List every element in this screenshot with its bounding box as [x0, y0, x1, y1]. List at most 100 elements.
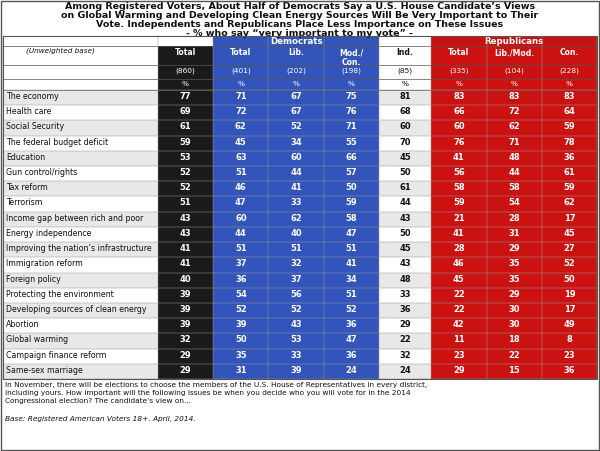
Bar	[542, 46, 597, 65]
Text: 57: 57	[346, 168, 357, 177]
Text: 51: 51	[180, 198, 191, 207]
Bar	[324, 65, 379, 79]
Bar	[379, 288, 431, 303]
Text: 52: 52	[346, 305, 357, 314]
Bar	[3, 90, 158, 105]
Bar	[213, 318, 379, 333]
Text: 61: 61	[399, 183, 411, 192]
Text: 22: 22	[508, 350, 520, 359]
Bar	[379, 79, 431, 90]
Text: 77: 77	[180, 92, 191, 101]
Bar	[3, 227, 158, 242]
Text: 76: 76	[453, 138, 464, 147]
Text: 29: 29	[508, 244, 520, 253]
Text: (860): (860)	[176, 67, 196, 74]
Bar	[324, 79, 379, 90]
Text: 62: 62	[563, 198, 575, 207]
Text: The federal budget deficit: The federal budget deficit	[6, 138, 108, 147]
Bar	[431, 212, 597, 227]
Bar	[487, 65, 542, 79]
Text: 39: 39	[290, 366, 302, 375]
Text: 52: 52	[180, 168, 191, 177]
Text: 51: 51	[235, 168, 247, 177]
Bar	[379, 349, 431, 364]
Text: 72: 72	[235, 107, 247, 116]
Text: 35: 35	[235, 350, 247, 359]
Bar	[158, 212, 213, 227]
Text: Democrats: Democrats	[270, 37, 322, 46]
Text: 50: 50	[346, 183, 357, 192]
Bar	[213, 364, 379, 379]
Text: 62: 62	[235, 122, 247, 131]
Text: 33: 33	[290, 198, 302, 207]
Text: 59: 59	[563, 122, 575, 131]
Text: 50: 50	[400, 168, 411, 177]
Text: 18: 18	[508, 336, 520, 345]
Text: 45: 45	[399, 244, 411, 253]
Text: In November, there will be elections to choose the members of the U.S. House of : In November, there will be elections to …	[5, 382, 427, 404]
Bar	[158, 105, 213, 120]
Text: 64: 64	[563, 107, 575, 116]
Text: 68: 68	[400, 107, 411, 116]
Bar	[379, 136, 431, 151]
Text: 30: 30	[508, 305, 520, 314]
Text: 49: 49	[563, 320, 575, 329]
Text: 52: 52	[290, 305, 302, 314]
Text: (198): (198)	[341, 67, 361, 74]
Text: 59: 59	[563, 183, 575, 192]
Text: 45: 45	[235, 138, 247, 147]
Text: 50: 50	[235, 336, 247, 345]
Bar	[431, 364, 597, 379]
Text: 15: 15	[508, 366, 520, 375]
Text: 32: 32	[290, 259, 302, 268]
Bar	[3, 166, 158, 181]
Bar	[3, 120, 158, 136]
Text: Developing sources of clean energy: Developing sources of clean energy	[6, 305, 146, 314]
Text: Health care: Health care	[6, 107, 52, 116]
Text: 45: 45	[453, 275, 465, 284]
Text: 66: 66	[453, 107, 465, 116]
Text: 41: 41	[453, 229, 465, 238]
Bar	[3, 333, 158, 349]
Bar	[158, 258, 213, 272]
Text: 36: 36	[563, 366, 575, 375]
Bar	[213, 288, 379, 303]
Text: 56: 56	[453, 168, 465, 177]
Text: 36: 36	[563, 153, 575, 162]
Text: 34: 34	[346, 275, 357, 284]
Text: Ind.: Ind.	[397, 48, 413, 57]
Bar	[431, 136, 597, 151]
Bar	[3, 318, 158, 333]
Text: 43: 43	[400, 214, 411, 223]
Text: 24: 24	[346, 366, 357, 375]
Bar	[487, 46, 542, 65]
Text: 53: 53	[180, 153, 191, 162]
Bar	[431, 181, 597, 197]
Bar	[3, 36, 597, 379]
Text: 43: 43	[290, 320, 302, 329]
Bar	[379, 333, 431, 349]
Text: Mod./
Con.: Mod./ Con.	[339, 48, 364, 67]
Text: 69: 69	[180, 107, 191, 116]
Bar	[379, 105, 431, 120]
Bar	[158, 349, 213, 364]
Text: Protecting the environment: Protecting the environment	[6, 290, 114, 299]
Bar	[3, 242, 158, 258]
Bar	[158, 120, 213, 136]
Bar	[3, 212, 158, 227]
Bar	[431, 288, 597, 303]
Text: 63: 63	[235, 153, 247, 162]
Bar	[158, 166, 213, 181]
Text: 59: 59	[453, 198, 464, 207]
Text: %: %	[401, 81, 409, 87]
Bar	[379, 318, 431, 333]
Text: 11: 11	[453, 336, 465, 345]
Bar	[158, 227, 213, 242]
Text: 23: 23	[563, 350, 575, 359]
Text: (85): (85)	[398, 67, 413, 74]
Text: 72: 72	[508, 107, 520, 116]
Text: 59: 59	[180, 138, 191, 147]
Bar	[431, 227, 597, 242]
Text: 22: 22	[453, 305, 465, 314]
Text: 70: 70	[400, 138, 411, 147]
